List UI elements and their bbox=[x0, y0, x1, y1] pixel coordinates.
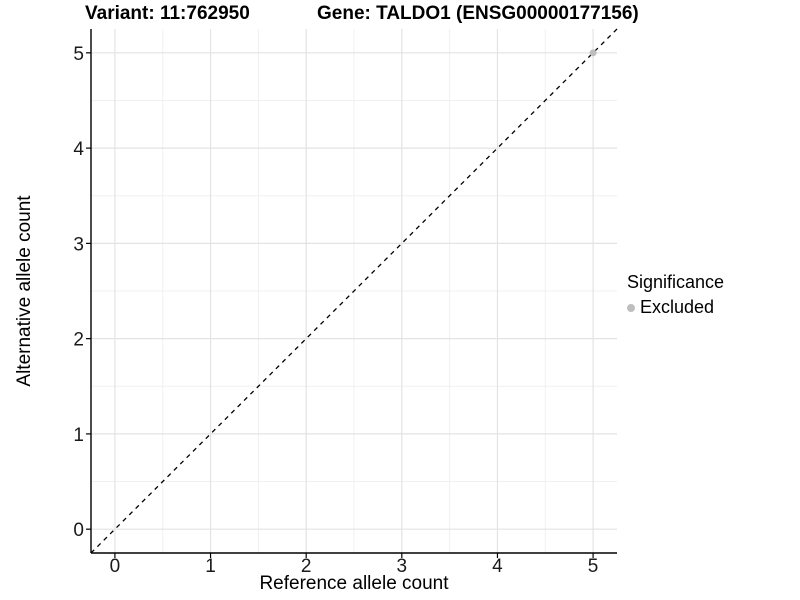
y-tick-label: 3 bbox=[73, 234, 84, 255]
x-tick-label: 3 bbox=[397, 556, 408, 577]
legend: Significance Excluded bbox=[627, 272, 724, 318]
legend-item-label: Excluded bbox=[640, 297, 715, 317]
y-tick-label: 4 bbox=[73, 139, 84, 160]
y-tick-label: 5 bbox=[73, 44, 84, 65]
identity-reference-line bbox=[90, 28, 618, 554]
legend-item-excluded: Excluded bbox=[627, 297, 724, 318]
y-tick-label: 0 bbox=[73, 520, 84, 541]
x-tick-label: 0 bbox=[110, 556, 121, 577]
legend-title: Significance bbox=[627, 272, 725, 292]
plot-title-variant: Variant: 11:762950 bbox=[85, 3, 250, 24]
x-tick-label: 1 bbox=[205, 556, 216, 577]
x-tick-label: 4 bbox=[492, 556, 503, 577]
y-tick-label: 2 bbox=[73, 330, 84, 351]
x-axis-title: Reference allele count bbox=[259, 573, 449, 594]
x-tick-label: 2 bbox=[301, 556, 312, 577]
legend-key-dot-icon bbox=[627, 303, 635, 312]
y-tick-label: 1 bbox=[73, 425, 84, 446]
y-axis-title: Alternative allele count bbox=[14, 195, 35, 387]
data-point bbox=[589, 49, 597, 57]
plot-title-gene: Gene: TALDO1 (ENSG00000177156) bbox=[317, 3, 639, 24]
x-tick-label: 5 bbox=[588, 556, 599, 577]
